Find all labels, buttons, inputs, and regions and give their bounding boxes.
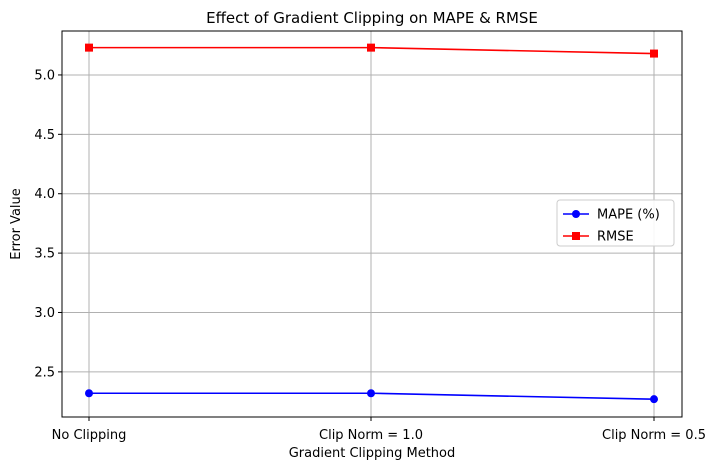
legend-marker-square: [572, 232, 580, 240]
plot-area-frame: [61, 30, 683, 418]
rmse-point: [650, 49, 658, 58]
x-axis-label: Gradient Clipping Method: [289, 446, 456, 461]
legend: MAPE (%) RMSE: [556, 199, 675, 247]
mape-point: [650, 395, 658, 404]
legend-marker-circle: [572, 210, 580, 218]
y-tick-label: 4.0: [34, 187, 55, 202]
y-tick-label: 3.0: [34, 306, 55, 321]
x-tick-label: No Clipping: [52, 428, 127, 443]
y-tick-label: 3.5: [34, 247, 55, 262]
series-group: [85, 43, 658, 404]
y-tick-label: 2.5: [34, 365, 55, 380]
rmse-point: [85, 43, 93, 52]
chart-title: Effect of Gradient Clipping on MAPE & RM…: [206, 9, 538, 27]
legend-label: RMSE: [597, 230, 634, 245]
rmse-point: [367, 43, 375, 52]
axes: No Clipping Clip Norm = 1.0 Clip Norm = 0.…: [34, 68, 706, 443]
y-tick-label: 4.5: [34, 128, 55, 143]
x-tick-label: Clip Norm = 1.0: [319, 428, 423, 443]
mape-point: [367, 389, 375, 398]
y-axis-label: Error Value: [9, 188, 24, 260]
legend-frame: [556, 199, 675, 247]
mape-point: [85, 389, 93, 398]
legend-label: MAPE (%): [597, 208, 660, 223]
x-tick-label: Clip Norm = 0.5: [602, 428, 706, 443]
y-tick-label: 5.0: [34, 68, 55, 83]
